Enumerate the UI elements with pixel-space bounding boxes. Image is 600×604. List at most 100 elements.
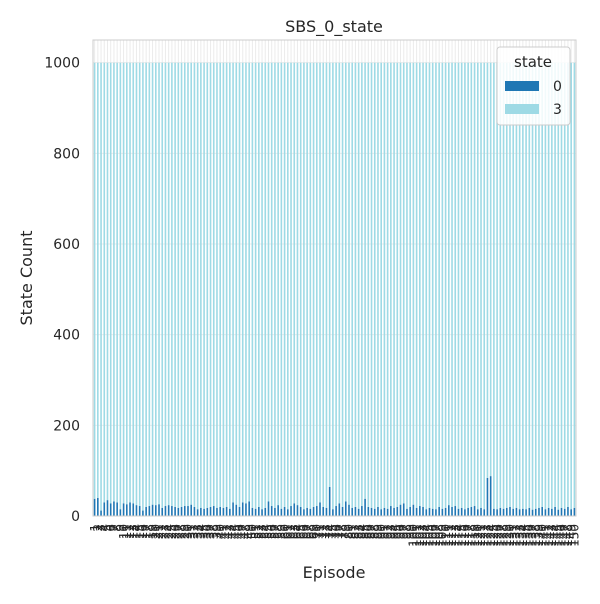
legend-swatch-3	[505, 104, 539, 114]
bar-segment-state-0	[303, 509, 305, 516]
x-tick-label: 21	[152, 524, 166, 539]
bar-segment-state-0	[158, 504, 160, 516]
bar-segment-state-0	[396, 506, 399, 516]
x-tick-label: 39	[210, 524, 224, 539]
bar-segment-state-3	[274, 62, 276, 508]
x-tick-label: 40	[213, 524, 227, 539]
bar-segment-state-0	[222, 507, 225, 516]
bar-segment-state-3	[296, 62, 299, 506]
x-tick-label: 146	[555, 524, 569, 547]
x-tick-label: 62	[284, 524, 298, 539]
x-tick-label: 30	[181, 524, 195, 539]
bar-segment-state-0	[190, 504, 193, 516]
x-tick-label: 82	[349, 524, 363, 539]
x-tick-label: 128	[497, 524, 511, 547]
x-tick-label: 80	[342, 524, 356, 539]
bar-segment-state-3	[399, 62, 402, 505]
bar-segment-state-3	[325, 62, 328, 508]
x-tick-label: 28	[175, 524, 189, 539]
x-tick-label: 92	[381, 524, 395, 539]
x-tick-label: 7	[107, 524, 121, 532]
bar-segment-state-3	[193, 62, 196, 507]
bar-segment-state-3	[174, 62, 176, 507]
bar-segment-state-3	[164, 62, 167, 507]
bar-segment-state-0	[258, 506, 260, 516]
x-tick-label: 65	[294, 524, 308, 539]
bar-segment-state-0	[422, 506, 424, 516]
bar-segment-state-0	[97, 497, 99, 516]
bar-segment-state-3	[290, 62, 292, 507]
x-tick-label: 124	[484, 524, 498, 547]
bar-segment-state-3	[493, 62, 495, 509]
bar-segment-state-3	[270, 62, 273, 507]
bar-segment-state-3	[531, 62, 534, 510]
bar-segment-state-0	[106, 500, 109, 516]
x-tick-label: 81	[345, 524, 359, 539]
bar-segment-state-3	[402, 62, 405, 504]
bar-segment-state-0	[486, 477, 489, 516]
bar-segment-state-0	[496, 509, 498, 516]
bar-segment-state-0	[473, 506, 476, 516]
bar-segment-state-0	[412, 504, 415, 516]
bar-segment-state-3	[557, 62, 560, 510]
x-tick-label: 22	[155, 524, 169, 539]
bar-segment-state-0	[444, 507, 447, 516]
bar-segment-state-0	[261, 509, 263, 516]
bar-segment-state-3	[135, 62, 138, 506]
x-tick-label: 10	[117, 524, 131, 539]
legend-label-3: 3	[553, 102, 562, 118]
x-tick-label: 46	[233, 524, 247, 539]
x-tick-label: 150	[568, 524, 582, 547]
x-tick-label: 140	[535, 524, 549, 547]
x-tick-label: 25	[165, 524, 179, 539]
bars	[93, 62, 576, 516]
bar-segment-state-0	[235, 504, 238, 516]
x-tick-label: 9	[114, 524, 128, 532]
x-tick-label: 88	[368, 524, 382, 539]
x-tick-label: 17	[139, 524, 153, 539]
bar-segment-state-0	[283, 506, 286, 516]
bar-segment-state-3	[241, 62, 244, 503]
bar-segment-state-3	[315, 62, 318, 507]
bar-segment-state-3	[216, 62, 218, 508]
x-tick-label: 135	[519, 524, 533, 547]
bar-segment-state-3	[386, 62, 389, 509]
bar-segment-state-0	[409, 506, 411, 516]
x-tick-label: 122	[477, 524, 491, 547]
bar-segment-state-3	[145, 62, 147, 507]
bar-segment-state-0	[541, 506, 543, 516]
y-axis-label: State Count	[17, 231, 36, 326]
bar-segment-state-3	[428, 62, 431, 508]
bar-segment-state-3	[309, 62, 312, 509]
x-tick-label: 143	[545, 524, 559, 547]
bar-segment-state-3	[454, 62, 457, 507]
bar-segment-state-0	[109, 503, 112, 516]
bar-segment-state-0	[145, 506, 147, 516]
x-tick-label: 3	[94, 524, 108, 532]
x-tick-label: 31	[184, 524, 198, 539]
bar-segment-state-0	[293, 503, 296, 516]
bar-segment-state-3	[351, 62, 354, 508]
x-tick-label: 91	[378, 524, 392, 539]
bar-segment-state-0	[383, 507, 386, 516]
bar-segment-state-0	[419, 506, 421, 516]
x-tick-label: 113	[448, 524, 462, 547]
bar-segment-state-0	[460, 507, 463, 516]
bar-segment-state-0	[264, 507, 267, 516]
bar-segment-state-0	[154, 505, 157, 516]
bar-segment-state-3	[525, 62, 527, 510]
bar-segment-state-0	[119, 509, 122, 516]
x-tick-label: 76	[329, 524, 343, 539]
bar-segment-state-0	[254, 508, 257, 516]
x-tick-label: 106	[426, 524, 440, 547]
bar-segment-state-3	[293, 62, 296, 504]
bar-segment-state-3	[419, 62, 421, 507]
bar-segment-state-0	[341, 506, 344, 516]
bar-segment-state-0	[454, 506, 457, 516]
bar-segment-state-3	[518, 62, 521, 510]
bar-segment-state-3	[100, 62, 102, 511]
bar-segment-state-0	[132, 503, 135, 516]
x-tick-label: 53	[255, 524, 269, 539]
bar-segment-state-3	[338, 62, 341, 504]
x-tick-label: 139	[532, 524, 546, 547]
